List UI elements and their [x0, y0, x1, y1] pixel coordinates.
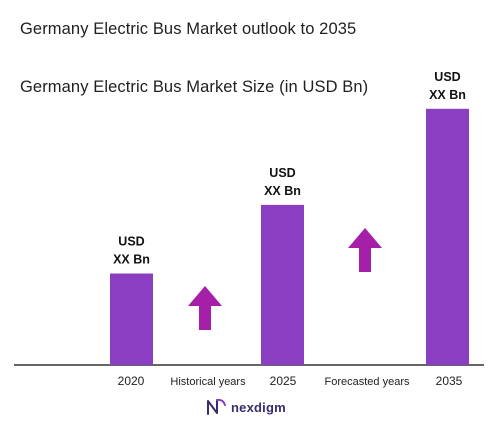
x-tick-label-2020: 2020: [118, 374, 145, 388]
chart-subtitle: Germany Electric Bus Market Size (in USD…: [20, 78, 369, 96]
nexdigm-logo-icon: [207, 398, 226, 415]
data-label-2025-line2: XX Bn: [264, 184, 301, 198]
chart-title: Germany Electric Bus Market outlook to 2…: [20, 20, 357, 38]
brand-name: nexdigm: [231, 399, 286, 415]
x-tick-label-2025: 2025: [270, 374, 297, 388]
data-label-2020-line2: XX Bn: [113, 253, 150, 267]
bar-2035: [426, 108, 469, 366]
data-label-2025-line1: USD: [269, 166, 295, 180]
growth-arrow-icon-1: [188, 286, 222, 330]
period-label-1: Historical years: [170, 376, 246, 388]
bar-2025: [261, 204, 304, 365]
data-label-2035-line2: XX Bn: [429, 88, 466, 102]
x-tick-label-2035: 2035: [436, 374, 463, 388]
bar-2020: [110, 273, 153, 365]
period-label-2: Forecasted years: [325, 376, 410, 388]
brand: nexdigm: [205, 398, 286, 416]
growth-arrow-icon-2: [348, 228, 382, 272]
data-label-2020-line1: USD: [118, 235, 144, 249]
data-label-2035-line1: USD: [434, 70, 460, 84]
